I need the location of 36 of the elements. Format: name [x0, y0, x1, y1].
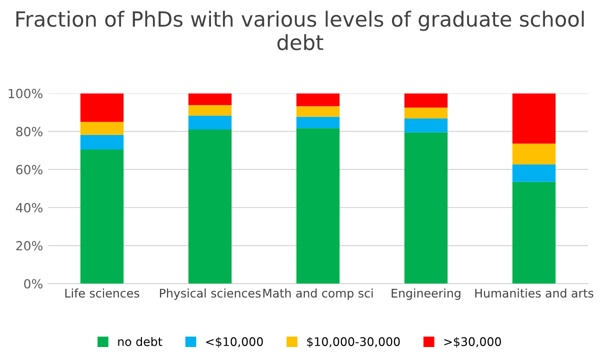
bar — [188, 93, 232, 106]
bar — [80, 93, 124, 122]
bar — [404, 108, 448, 118]
legend-label: >$30,000 — [444, 336, 501, 348]
bar — [296, 106, 340, 117]
bar — [80, 149, 124, 284]
y-tick-label: 20% — [16, 241, 42, 250]
x-tick-label: Physical sciences — [160, 288, 261, 300]
bar — [80, 122, 124, 135]
bar — [296, 93, 340, 106]
bar — [404, 132, 448, 284]
x-tick-label: Humanities and arts — [475, 288, 594, 298]
y-tick-label: 80% — [16, 126, 42, 136]
y-tick-label: 0% — [24, 279, 42, 289]
bar — [188, 116, 232, 130]
bar — [296, 128, 340, 284]
bar — [188, 105, 232, 116]
bar — [512, 164, 556, 182]
bar — [80, 134, 124, 150]
y-tick-label: 100% — [8, 88, 42, 98]
x-tick-label: Engineering — [392, 288, 460, 300]
x-tick-label: Math and comp sci — [263, 288, 373, 300]
chart-title: Fraction of PhDs with various levels of graduate school debt — [16, 10, 584, 50]
bar — [404, 118, 448, 132]
x-tick-label: Life sciences — [65, 288, 140, 298]
y-tick-label: 40% — [16, 202, 42, 212]
bar — [296, 116, 340, 128]
bar — [404, 93, 448, 108]
legend-label: <$10,000 — [206, 336, 263, 348]
bar — [188, 129, 232, 284]
legend-label: $10,000-30,000 — [307, 336, 400, 348]
bar — [512, 93, 556, 144]
legend-label: no debt — [118, 336, 162, 346]
bar — [512, 182, 556, 284]
y-tick-label: 60% — [16, 164, 42, 174]
bar — [512, 144, 556, 164]
